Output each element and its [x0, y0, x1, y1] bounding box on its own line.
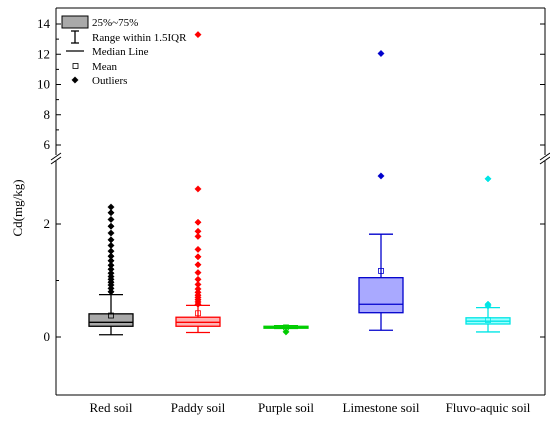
- legend-box-swatch: [61, 15, 89, 29]
- y-axis-title: Cd(mg/kg): [10, 179, 25, 236]
- box-group-purple-soil: [263, 324, 309, 336]
- outlier-point: [107, 261, 115, 269]
- outlier-point: [107, 252, 115, 260]
- legend: 25%~75% Range within 1.5IQR Median Line Mea…: [61, 15, 187, 87]
- box-group-fluvo-aquic-soil: [465, 175, 511, 333]
- outlier-point: [194, 185, 202, 193]
- mean-marker: [485, 317, 491, 323]
- outlier-point: [194, 285, 202, 293]
- outlier-point: [194, 31, 202, 39]
- box-group-paddy-soil: [175, 31, 221, 334]
- outlier-point: [107, 247, 115, 255]
- legend-diamond-swatch: [71, 76, 79, 84]
- y-tick-label: 6: [44, 137, 51, 152]
- axis-break: [50, 152, 550, 165]
- y-tick-label: 10: [37, 77, 50, 92]
- x-category-label: Paddy soil: [171, 400, 226, 415]
- outlier-point: [377, 49, 385, 58]
- legend-label: Outliers: [92, 75, 127, 87]
- y-tick-label: 8: [44, 107, 51, 122]
- y-tick-label: 12: [37, 46, 50, 61]
- outlier-point: [107, 265, 115, 273]
- legend-square-swatch: [72, 63, 79, 69]
- iqr-box: [88, 313, 134, 327]
- outlier-point: [107, 203, 115, 211]
- x-category-label: Limestone soil: [343, 400, 420, 415]
- outlier-point: [107, 236, 115, 244]
- outlier-point: [107, 257, 115, 265]
- mean-marker: [108, 312, 114, 319]
- box-plots: [88, 31, 511, 336]
- iqr-box: [358, 277, 404, 314]
- x-category-label: Red soil: [90, 400, 133, 415]
- mean-marker: [378, 267, 384, 274]
- outlier-point: [194, 253, 202, 261]
- outlier-point: [194, 232, 202, 240]
- legend-label: Range within 1.5IQR: [92, 32, 187, 44]
- y-tick-label: 2: [44, 216, 51, 231]
- axis-break-mark: [50, 156, 62, 165]
- legend-label: Median Line: [92, 46, 149, 58]
- box-group-limestone-soil: [358, 49, 404, 331]
- mean-marker: [195, 310, 201, 317]
- y-tick-label: 14: [37, 16, 51, 31]
- axis-break-mark: [539, 152, 550, 161]
- outlier-point: [377, 172, 385, 180]
- legend-label: Mean: [92, 61, 118, 73]
- plot-frame: [55, 7, 546, 396]
- outlier-point: [484, 175, 492, 183]
- box-group-red-soil: [88, 203, 134, 336]
- outlier-point: [194, 227, 202, 235]
- outlier-point: [107, 215, 115, 224]
- outlier-point: [484, 300, 492, 308]
- x-category-label: Purple soil: [258, 400, 314, 415]
- outlier-point: [282, 328, 290, 336]
- outlier-point: [194, 269, 202, 277]
- axis-break-mark: [539, 156, 550, 165]
- outlier-point: [194, 245, 202, 253]
- axis-break-mark: [50, 152, 62, 161]
- outlier-point: [107, 209, 115, 217]
- outlier-point: [194, 218, 202, 226]
- outlier-point: [107, 229, 115, 237]
- outlier-point: [194, 280, 202, 289]
- outlier-point: [107, 222, 115, 230]
- x-category-label: Fluvo-aquic soil: [446, 400, 531, 415]
- outlier-point: [107, 269, 115, 277]
- outlier-point: [194, 261, 202, 269]
- outlier-point: [107, 241, 115, 250]
- axis-break-gap: [50, 155, 550, 161]
- legend-label: 25%~75%: [92, 17, 138, 29]
- outlier-point: [194, 275, 202, 283]
- y-axis-ticks: 0 2 6 8 10 12 14 Red soil Paddy soil Purple soil L…: [37, 16, 545, 415]
- y-tick-label: 0: [44, 329, 51, 344]
